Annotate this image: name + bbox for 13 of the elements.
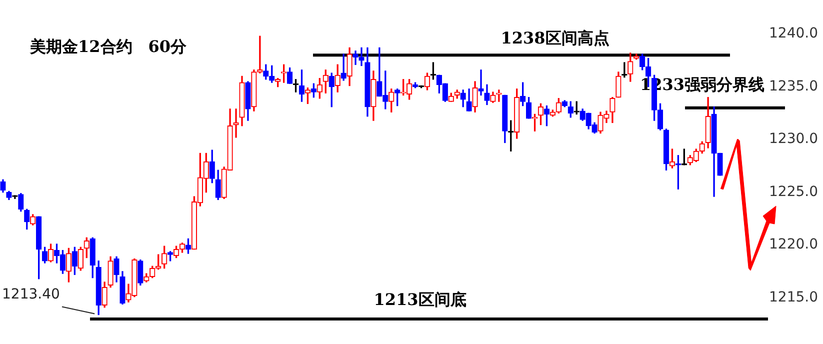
y-tick-label: 1215.0 (769, 289, 818, 306)
annotation: 1213.40 (2, 286, 60, 302)
y-tick-label: 1225.0 (769, 184, 818, 200)
y-tick-label: 1230.0 (769, 131, 818, 148)
chart-title: 美期金12合约 60分 (29, 37, 188, 56)
y-tick-label: 1220.0 (769, 236, 818, 253)
ref-line-label: 1238区间高点 (500, 28, 610, 48)
y-tick-label: 1235.0 (769, 78, 818, 94)
candlestick (340, 54, 346, 81)
candlestick (478, 70, 484, 96)
ref-line-label: 1213区间底 (374, 290, 466, 310)
candlestick (257, 36, 263, 74)
y-tick-label: 1240.0 (769, 26, 818, 42)
